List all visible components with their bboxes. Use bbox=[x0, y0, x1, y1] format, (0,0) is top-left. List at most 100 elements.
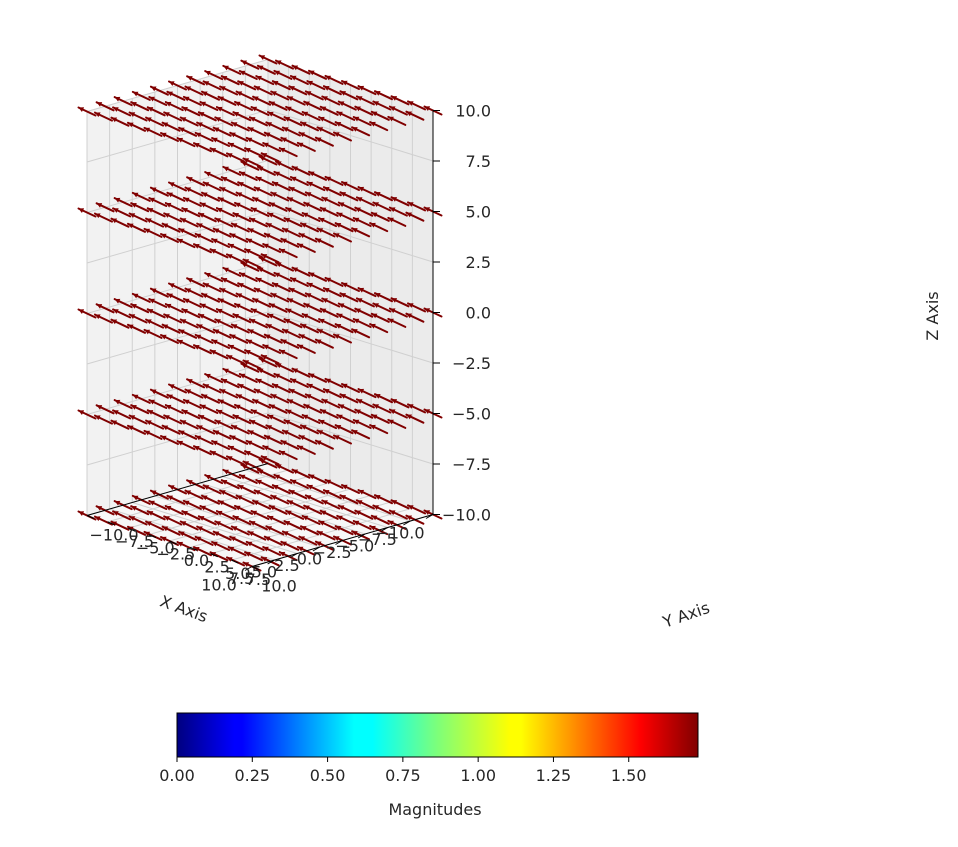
vector-arrow bbox=[316, 429, 336, 440]
vector-arrow bbox=[160, 233, 179, 243]
vector-arrow bbox=[184, 186, 204, 197]
vector-arrow bbox=[407, 504, 426, 515]
vector-arrow bbox=[235, 191, 255, 202]
vector-arrow bbox=[316, 530, 336, 541]
vector-arrow bbox=[405, 312, 425, 323]
vector-arrow bbox=[318, 217, 338, 228]
vector-arrow bbox=[337, 100, 357, 111]
vector-arrow bbox=[316, 126, 336, 137]
vector-arrow bbox=[247, 429, 267, 440]
vector-arrow bbox=[390, 95, 410, 106]
vector-arrow bbox=[263, 232, 283, 243]
vector-arrow bbox=[280, 540, 300, 551]
gridline bbox=[132, 502, 298, 554]
vector-arrow bbox=[256, 64, 276, 75]
vector-arrow bbox=[319, 105, 339, 116]
vector-arrow bbox=[267, 212, 286, 223]
vector-arrow bbox=[321, 196, 341, 207]
z-tick-label: 10.0 bbox=[455, 102, 491, 121]
x-tick-mark bbox=[267, 559, 275, 565]
vector-arrow bbox=[176, 440, 196, 451]
vector-arrow bbox=[271, 484, 291, 495]
vector-arrow bbox=[220, 176, 240, 187]
vector-arrow bbox=[145, 116, 165, 127]
vector-arrow bbox=[237, 383, 257, 394]
vector-arrow bbox=[273, 170, 293, 181]
vector-arrow bbox=[199, 505, 219, 515]
vector-arrow bbox=[161, 121, 181, 132]
vector-arrow bbox=[316, 328, 336, 339]
vector-arrow bbox=[372, 201, 392, 212]
vector-arrow bbox=[197, 515, 217, 526]
vector-arrow bbox=[168, 80, 187, 91]
vector-arrow bbox=[267, 515, 286, 526]
vector-arrow bbox=[214, 318, 234, 329]
vector-arrow bbox=[355, 297, 375, 308]
y-tick-mark bbox=[231, 559, 239, 564]
vector-arrow bbox=[164, 101, 184, 112]
vector-arrow bbox=[265, 121, 285, 132]
vector-arrow bbox=[301, 111, 321, 121]
vector-arrow bbox=[275, 59, 294, 70]
vector-arrow bbox=[149, 287, 169, 298]
vector-arrow bbox=[250, 510, 270, 520]
vector-arrow bbox=[230, 525, 250, 536]
vector-arrow bbox=[199, 101, 219, 111]
vector-arrow bbox=[245, 338, 265, 349]
vector-arrow bbox=[339, 191, 359, 202]
vector-arrow bbox=[265, 323, 285, 334]
vector-arrow bbox=[374, 494, 393, 505]
vector-arrow bbox=[288, 85, 308, 96]
vector-arrow bbox=[194, 434, 214, 445]
vector-arrow bbox=[255, 176, 275, 187]
vector-arrow bbox=[209, 450, 229, 461]
vector-arrow bbox=[240, 160, 260, 171]
vector-arrow bbox=[268, 201, 288, 212]
vector-arrow bbox=[291, 64, 311, 75]
vector-arrow bbox=[226, 253, 245, 264]
vector-arrow bbox=[160, 132, 179, 142]
y-tick-mark bbox=[210, 553, 218, 558]
vector-arrow bbox=[110, 217, 130, 228]
vector-arrow bbox=[202, 383, 222, 394]
vector-arrow bbox=[337, 403, 357, 414]
vector-arrow bbox=[230, 424, 250, 435]
vector-arrow bbox=[275, 362, 294, 373]
vector-arrow bbox=[178, 126, 198, 137]
y-tick-mark bbox=[251, 566, 260, 570]
x-tick-mark bbox=[244, 566, 253, 571]
vector-arrow bbox=[217, 499, 237, 510]
vector-arrow bbox=[202, 484, 222, 495]
vector-arrow bbox=[238, 70, 258, 80]
vector-arrow bbox=[262, 243, 282, 253]
vector-arrow bbox=[301, 515, 321, 525]
vector-arrow bbox=[268, 302, 288, 313]
y-tick-label: −5.0 bbox=[136, 538, 175, 557]
vector-arrow bbox=[298, 232, 318, 243]
vector-arrow bbox=[146, 409, 166, 420]
vector-arrow bbox=[388, 509, 408, 520]
vector-arrow bbox=[95, 101, 115, 112]
vector-arrow bbox=[212, 227, 232, 238]
vector-arrow bbox=[322, 85, 342, 96]
vector-arrow bbox=[112, 106, 132, 117]
vector-arrow bbox=[283, 217, 303, 228]
vector-arrow bbox=[220, 277, 240, 288]
vector-arrow bbox=[255, 75, 275, 86]
vector-arrow bbox=[324, 478, 344, 489]
vector-arrow bbox=[390, 398, 410, 409]
vector-arrow bbox=[352, 520, 372, 530]
vector-arrow bbox=[405, 413, 425, 424]
y-tick-label: −10.0 bbox=[89, 526, 138, 545]
gridline bbox=[109, 508, 275, 561]
vector-arrow bbox=[285, 408, 305, 419]
vector-arrow bbox=[238, 373, 258, 383]
vector-arrow bbox=[355, 196, 375, 207]
vector-arrow bbox=[296, 444, 316, 455]
vector-arrow bbox=[161, 222, 181, 233]
vector-arrow bbox=[271, 80, 291, 91]
vector-arrow bbox=[300, 222, 319, 233]
vector-arrow bbox=[298, 535, 318, 546]
vector-arrow bbox=[321, 297, 341, 308]
vector-arrow bbox=[164, 303, 184, 314]
